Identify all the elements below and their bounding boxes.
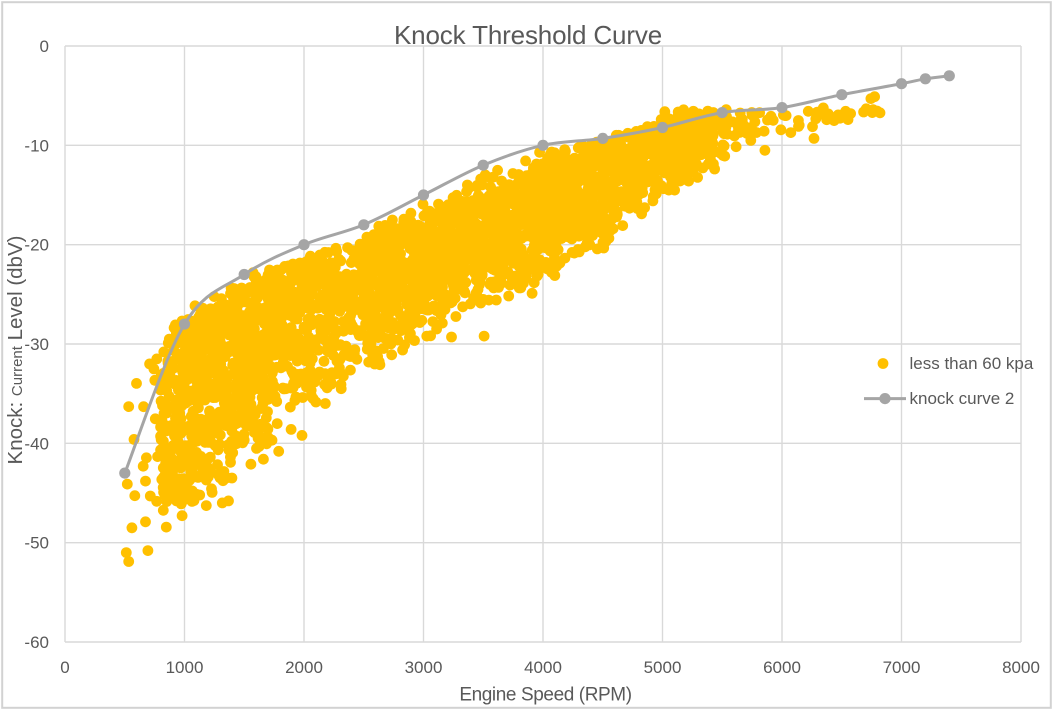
svg-text:knock curve 2: knock curve 2: [910, 389, 1015, 408]
svg-text:4000: 4000: [524, 658, 562, 677]
svg-text:-40: -40: [24, 434, 49, 453]
svg-text:-30: -30: [24, 335, 49, 354]
svg-text:1000: 1000: [166, 658, 204, 677]
svg-text:Engine Speed (RPM): Engine Speed (RPM): [459, 685, 631, 706]
svg-text:8000: 8000: [1002, 658, 1040, 677]
svg-text:-10: -10: [24, 136, 49, 155]
svg-text:5000: 5000: [644, 658, 682, 677]
svg-text:less than 60 kpa: less than 60 kpa: [910, 354, 1034, 373]
svg-text:2000: 2000: [285, 658, 323, 677]
svg-text:Knock: Current Level (dbV): Knock: Current Level (dbV): [4, 236, 27, 465]
svg-text:6000: 6000: [763, 658, 801, 677]
svg-text:0: 0: [40, 37, 49, 56]
svg-text:-20: -20: [24, 236, 49, 255]
svg-text:-50: -50: [24, 534, 49, 553]
svg-text:3000: 3000: [405, 658, 443, 677]
svg-text:0: 0: [60, 658, 69, 677]
svg-text:7000: 7000: [883, 658, 921, 677]
svg-text:-60: -60: [24, 633, 49, 652]
svg-text:Knock Threshold Curve: Knock Threshold Curve: [394, 20, 662, 50]
